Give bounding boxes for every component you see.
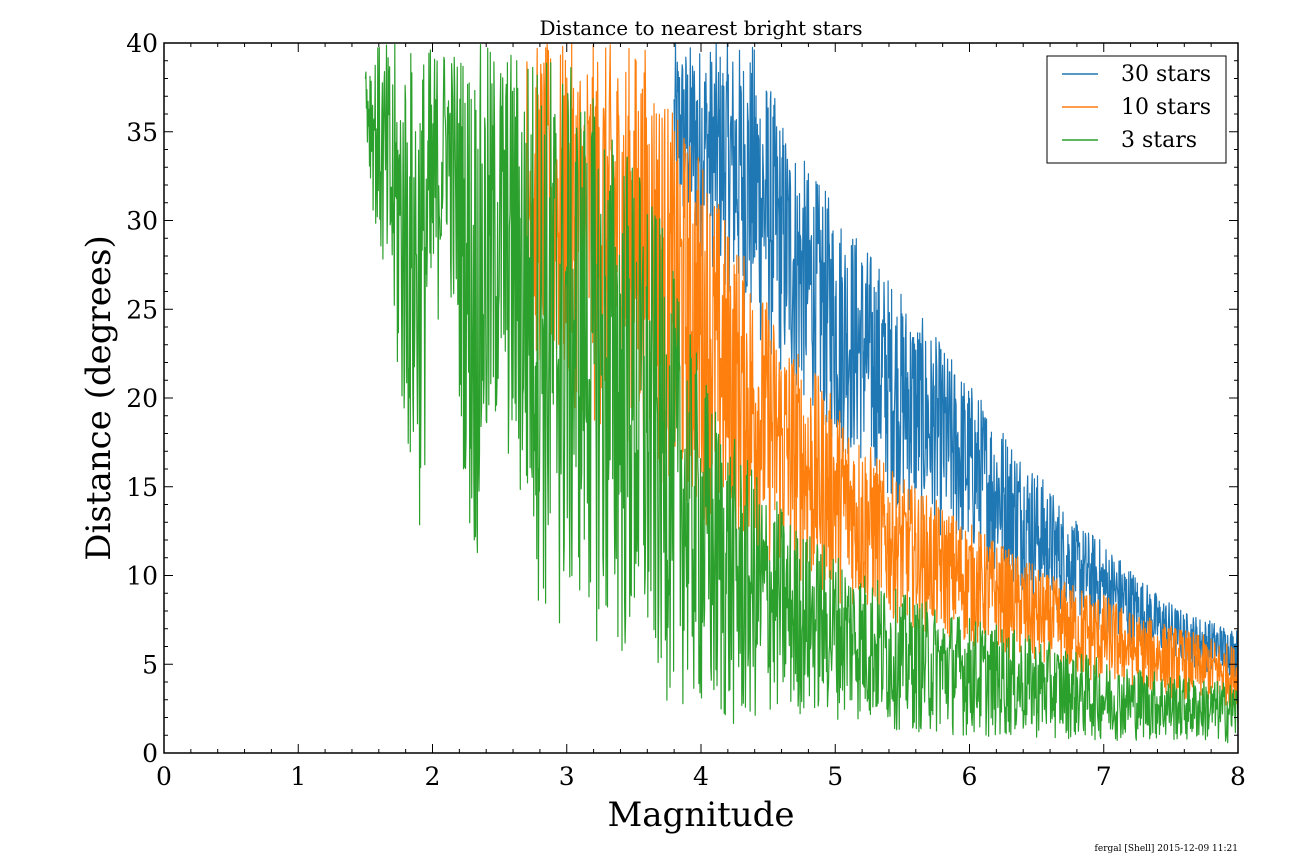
footer-stamp: fergal [Shell] 2015-12-09 11:21: [1094, 844, 1238, 854]
y-tick-label: 25: [126, 295, 158, 324]
y-tick-label: 15: [126, 473, 158, 502]
x-tick-label: 1: [290, 762, 306, 791]
x-tick-label: 5: [827, 762, 843, 791]
legend-label-0: 30 stars: [1121, 62, 1211, 87]
x-tick-label: 4: [693, 762, 709, 791]
y-axis-label: Distance (degrees): [79, 235, 119, 561]
legend-label-1: 10 stars: [1121, 95, 1211, 120]
y-tick-label: 35: [126, 118, 158, 147]
y-tick-label: 0: [142, 739, 158, 768]
y-tick-label: 40: [126, 29, 158, 58]
y-tick-label: 5: [142, 650, 158, 679]
x-tick-label: 0: [156, 762, 172, 791]
series-line-1: [525, 43, 1238, 709]
x-tick-label: 8: [1230, 762, 1246, 791]
legend-label-2: 3 stars: [1121, 128, 1197, 153]
y-tick-label: 20: [126, 384, 158, 413]
y-tick-label: 10: [126, 562, 158, 591]
series-line-2: [364, 43, 1238, 744]
y-tick-label: 30: [126, 207, 158, 236]
x-tick-label: 7: [1096, 762, 1112, 791]
x-tick-label: 2: [425, 762, 441, 791]
x-tick-label: 3: [559, 762, 575, 791]
chart-title: Distance to nearest bright stars: [540, 16, 863, 40]
legend: 30 stars 10 stars 3 stars: [1046, 55, 1227, 164]
x-tick-label: 6: [962, 762, 978, 791]
x-axis-label: Magnitude: [607, 795, 794, 835]
